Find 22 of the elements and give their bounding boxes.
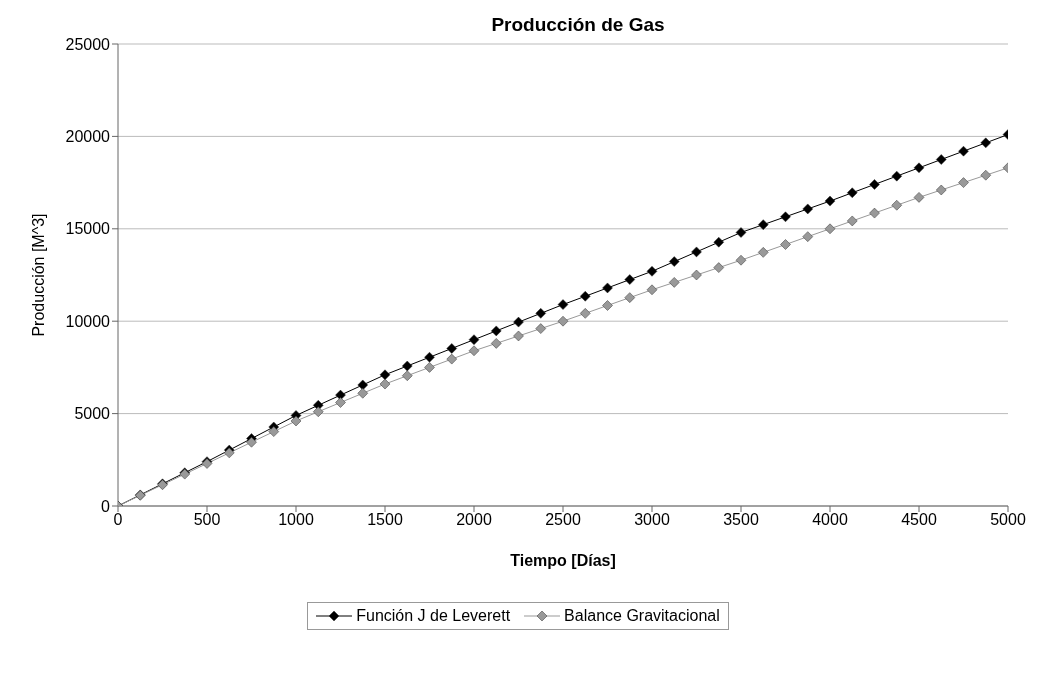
x-tick-label: 1500 [367, 511, 403, 529]
x-tick-label: 4000 [812, 511, 848, 529]
x-tick-label: 1000 [278, 511, 314, 529]
y-tick-label: 5000 [74, 405, 111, 423]
y-tick-label: 15000 [65, 220, 111, 238]
x-tick-label: 0 [113, 511, 123, 529]
x-axis-title: Tiempo [Días] [510, 552, 616, 569]
y-axis-title: Producción [M^3] [29, 213, 47, 337]
y-tick-label: 10000 [65, 312, 111, 330]
x-tick-label: 4500 [901, 511, 937, 529]
x-tick-label: 2000 [456, 511, 492, 529]
legend-label: Función J de Leverett [355, 607, 511, 625]
x-tick-label: 500 [193, 511, 221, 529]
y-tick-label: 0 [101, 497, 111, 515]
x-tick-label: 5000 [990, 511, 1026, 529]
y-tick-label: 20000 [65, 128, 111, 146]
x-tick-label: 3000 [634, 511, 670, 529]
y-tick-label: 25000 [65, 35, 111, 53]
x-tick-label: 3500 [723, 511, 759, 529]
x-tick-label: 2500 [545, 511, 581, 529]
legend-label: Balance Gravitacional [563, 607, 720, 625]
chart-title: Producción de Gas [490, 14, 666, 36]
